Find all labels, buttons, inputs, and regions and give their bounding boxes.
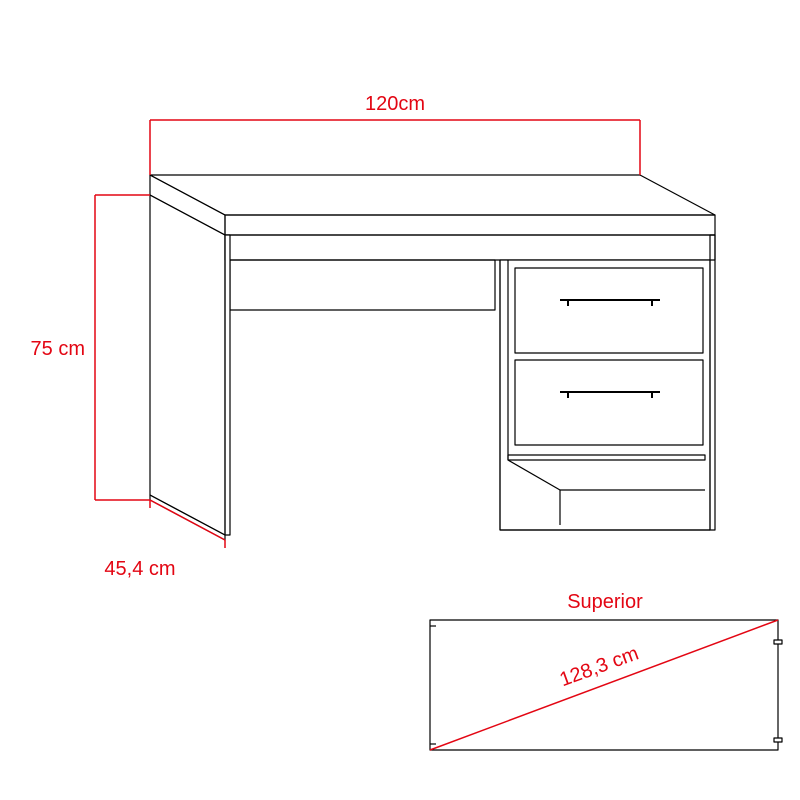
dim-width-label: 120cm (365, 93, 425, 115)
dim-depth (150, 500, 225, 548)
top-view: Superior 128,3 cm (430, 591, 782, 750)
top-view-title: Superior (567, 591, 643, 613)
dim-depth-label: 45,4 cm (104, 558, 175, 580)
dim-width (150, 120, 640, 175)
dim-height-label: 75 cm (31, 338, 85, 360)
dim-height (95, 195, 150, 500)
dim-diagonal-label: 128,3 cm (557, 642, 642, 691)
desk-drawing (150, 175, 715, 540)
